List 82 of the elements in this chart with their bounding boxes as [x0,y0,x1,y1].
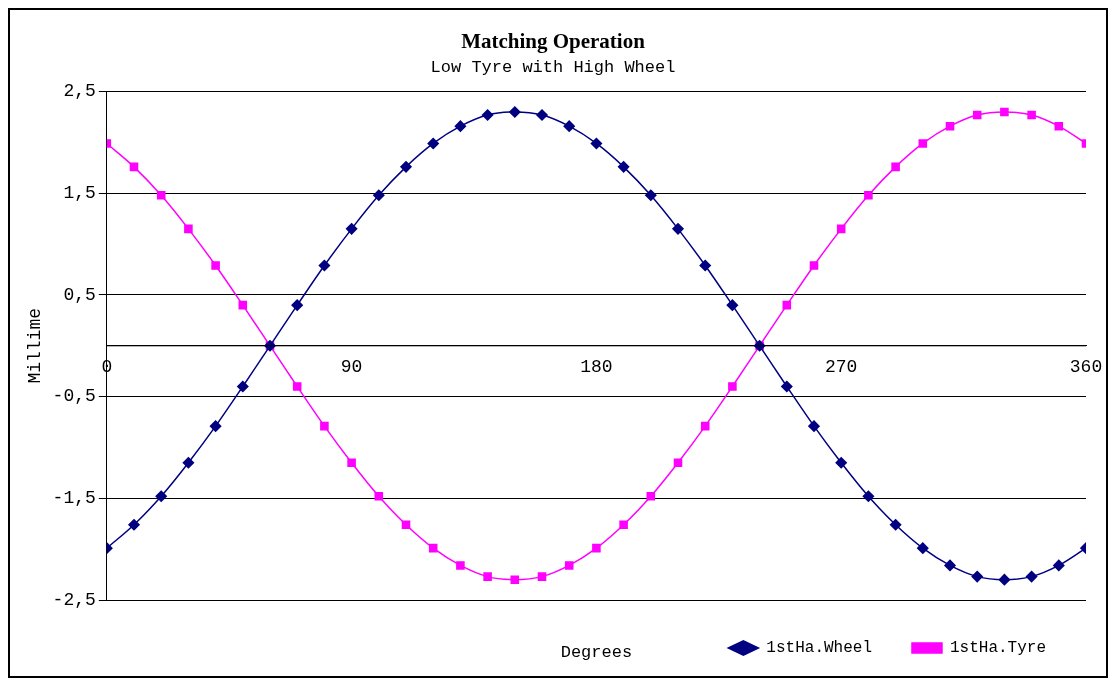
point [944,559,956,572]
point [456,561,465,570]
point [483,572,492,581]
legend-label: 1stHa.Wheel [766,639,872,658]
point [808,420,820,432]
y-tick-label: -2,5 [52,589,96,610]
point [862,490,875,503]
point [836,224,846,234]
point [156,191,166,200]
point [835,456,847,469]
point [211,261,220,270]
point [1054,121,1064,131]
point [401,520,411,530]
y-tick-label: 0,5 [63,284,96,305]
x-axis-title: Degrees [560,642,633,662]
point [155,490,167,503]
point [291,299,303,311]
x-tick-label: 270 [825,357,858,378]
point [891,162,900,172]
point [645,189,657,202]
point [590,137,603,150]
point [592,543,601,553]
point [1025,570,1038,583]
point [781,380,793,393]
point [536,109,548,121]
point [347,458,356,468]
point [971,570,983,583]
point [238,300,248,310]
point [700,421,710,431]
point [699,259,711,272]
point [128,519,140,531]
point [1053,559,1065,572]
point [345,223,358,235]
y-axis-title: Millime [24,307,45,384]
y-tick-label: 2,5 [63,81,96,102]
x-tick-label: 90 [340,357,363,378]
point [972,110,982,120]
x-tick-label: 180 [580,357,613,378]
point [673,458,683,468]
y-tick-label: -0,5 [52,386,96,407]
legend-label: 1stHa.Tyre [949,639,1046,658]
point [809,261,819,270]
point [454,120,467,132]
point [374,492,384,501]
chart-subtitle: Low Tyre with High Wheel [430,57,676,77]
point [945,121,955,131]
point [619,520,628,530]
point [129,162,139,172]
chart-title: Matching Operation [461,29,646,54]
point [481,109,494,121]
point [1027,110,1036,120]
point [998,573,1011,586]
point [563,120,575,132]
point [672,223,684,235]
point [726,299,739,311]
point [889,519,902,531]
point [864,191,873,200]
point [510,575,520,584]
point [209,420,222,432]
point [1000,107,1009,117]
point [373,189,385,202]
point [564,561,574,570]
point [400,161,412,173]
y-tick-label: 1,5 [63,183,96,204]
point [782,300,792,310]
point [184,224,193,234]
point [292,382,302,391]
point [428,543,438,553]
point [427,137,439,150]
point [182,456,195,469]
point [537,572,547,581]
point [509,106,521,118]
point [917,542,929,554]
point [918,139,928,148]
point [318,259,331,272]
point [728,382,737,391]
point [237,380,249,393]
x-tick-label: 360 [1069,357,1103,378]
point [320,421,329,431]
point [617,161,630,173]
point [646,492,656,501]
y-tick-label: -1,5 [52,488,96,509]
